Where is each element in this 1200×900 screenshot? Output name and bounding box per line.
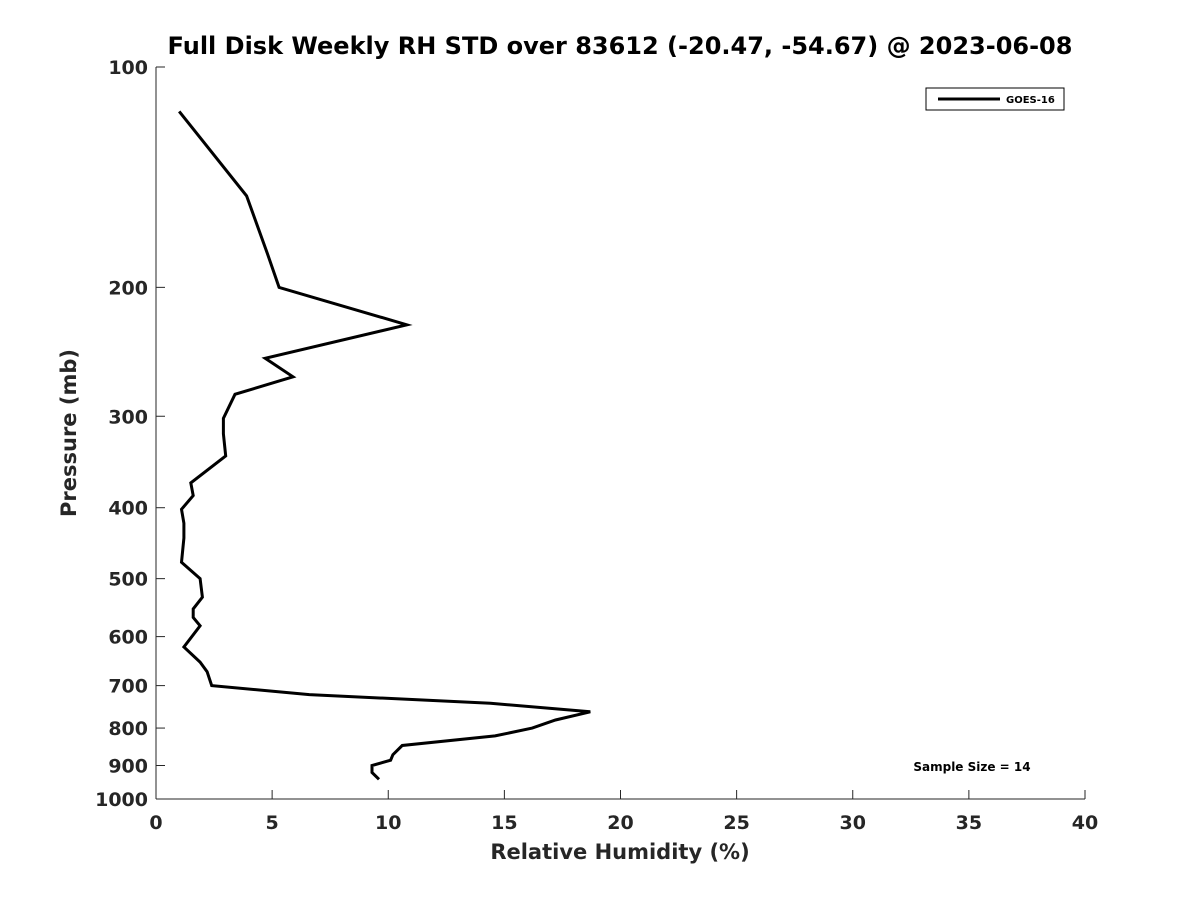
x-tick-label-25: 25: [723, 812, 749, 834]
y-tick-label-500: 500: [108, 569, 148, 591]
plot-area: [178, 110, 591, 781]
x-tick-label-35: 35: [956, 812, 982, 834]
y-tick-label-900: 900: [108, 756, 148, 778]
series-line-goes-16: [178, 110, 591, 781]
x-tick-label-15: 15: [491, 812, 517, 834]
sample-size-annotation: Sample Size = 14: [913, 760, 1030, 774]
y-tick-label-300: 300: [108, 406, 148, 428]
y-tick-label-400: 400: [108, 498, 148, 520]
x-axis-label: Relative Humidity (%): [490, 840, 749, 864]
y-axis-label: Pressure (mb): [57, 349, 81, 517]
tick-marks: 0 5 10 15 20 25 30 35 40 100 200 300 400 500 600 700 800…: [95, 57, 1098, 834]
x-tick-label-20: 20: [607, 812, 633, 834]
legend-label-goes-16: GOES-16: [1006, 95, 1055, 106]
x-tick-label-40: 40: [1072, 812, 1098, 834]
y-tick-label-100: 100: [108, 57, 148, 79]
y-tick-label-200: 200: [108, 277, 148, 299]
y-tick-label-800: 800: [108, 718, 148, 740]
legend: GOES-16: [925, 87, 1065, 111]
chart-title: Full Disk Weekly RH STD over 83612 (-20.…: [168, 32, 1073, 60]
y-tick-label-600: 600: [108, 627, 148, 649]
y-tick-label-700: 700: [108, 676, 148, 698]
x-tick-label-0: 0: [149, 812, 162, 834]
x-tick-label-30: 30: [840, 812, 866, 834]
y-tick-label-1000: 1000: [95, 789, 148, 811]
x-tick-label-10: 10: [375, 812, 401, 834]
x-tick-label-5: 5: [266, 812, 279, 834]
